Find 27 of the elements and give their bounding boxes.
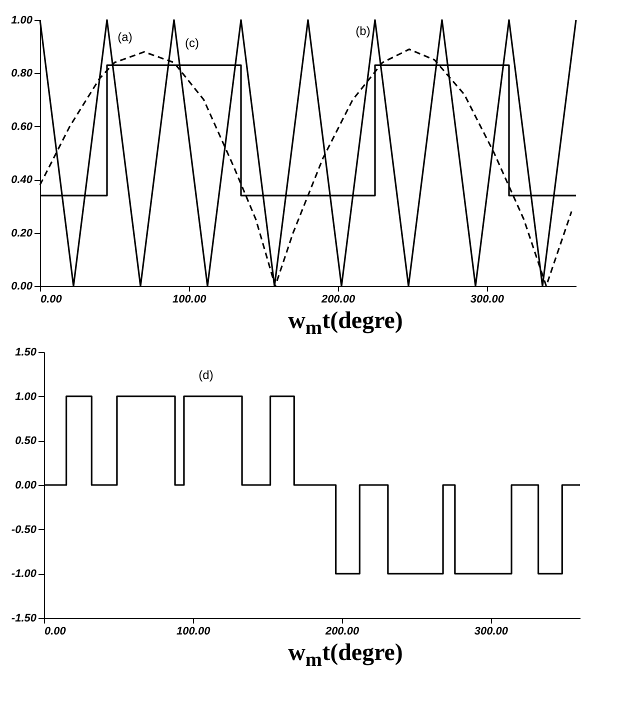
x-axis-title: w$_{m}$t(degre) [287,640,404,672]
y-tick-label: -1.50 [11,612,38,624]
annotation: (a) [118,30,132,44]
annotation: (c) [185,36,199,50]
y-tick-label: 0.60 [11,120,34,133]
y-tick-label: 1.50 [15,346,38,358]
x-tick-label: 300.00 [470,294,505,306]
y-tick-label: 0.00 [15,479,38,492]
x-tick-label: 200.00 [324,625,360,638]
y-tick-label: 0.00 [11,280,34,292]
y-tick-label: 0.40 [11,174,34,186]
annotation: (b) [356,24,370,38]
x-tick-label: 0.00 [44,625,67,638]
x-tick-label: 100.00 [172,294,208,306]
y-tick-label: 1.00 [15,390,38,403]
y-tick-label: -0.50 [11,524,38,536]
y-tick-label: 0.20 [11,227,34,240]
y-tick-label: -1.00 [11,568,38,580]
annotation: (d) [198,368,214,382]
y-tick-label: 0.80 [11,68,34,80]
y-tick-label: 1.00 [11,14,34,26]
x-tick-label: 200.00 [320,294,356,306]
x-tick-label: 300.00 [474,625,509,638]
x-tick-label: 100.00 [176,625,212,638]
x-tick-label: 0.00 [40,294,63,306]
y-tick-label: 0.50 [15,434,38,447]
x-axis-title: w$_{m}$t(degre) [287,308,404,340]
